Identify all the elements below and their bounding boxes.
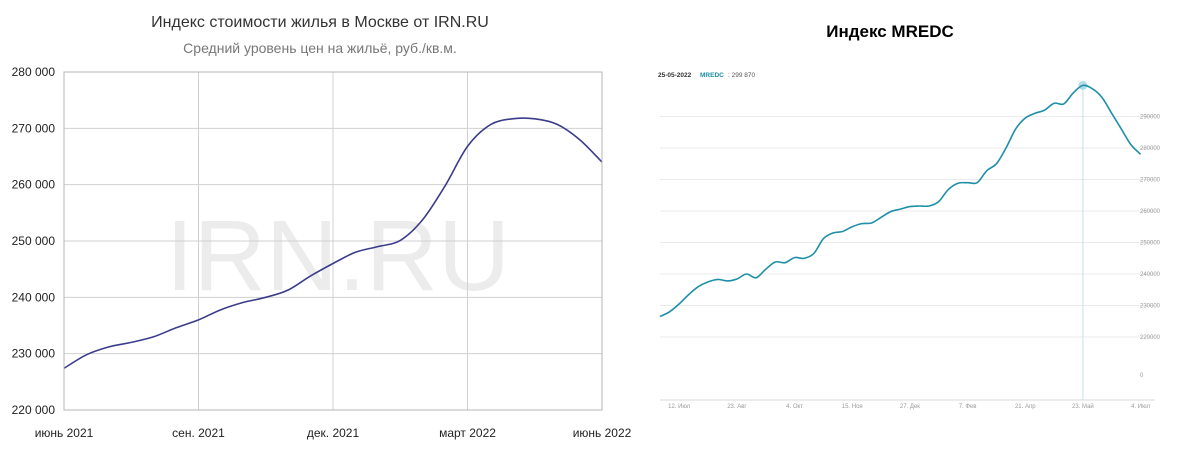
y-tick-label: 290000: [1140, 115, 1161, 121]
y-tick-label: 270 000: [12, 121, 56, 135]
y-tick-label: 260 000: [12, 178, 56, 192]
y-tick-label: 280 000: [12, 65, 56, 79]
chart-subtitle: Средний уровень цен на жильё, руб./кв.м.: [183, 40, 457, 56]
x-tick-label: 21. Апр: [1015, 404, 1036, 410]
x-tick-label: дек. 2021: [307, 426, 360, 440]
y-tick-label: 260000: [1140, 209, 1161, 215]
x-tick-label: 12. Июл: [668, 404, 691, 410]
x-tick-label: 27. Дек: [900, 404, 920, 410]
y-tick-label: 250000: [1140, 241, 1161, 247]
x-tick-label: июнь 2021: [35, 426, 94, 440]
mredc-chart: Индекс MREDC 25-05-2022 MREDC : 299 870 …: [658, 22, 1161, 410]
y-tick-label: 240 000: [12, 290, 56, 304]
header-series-value: : 299 870: [728, 72, 755, 79]
x-tick-label: 15. Ноя: [842, 404, 863, 410]
chart-title: Индекс MREDC: [826, 22, 954, 41]
y-tick-label: 270000: [1140, 178, 1161, 184]
x-tick-label: 23. Май: [1072, 403, 1094, 410]
y-tick-label: 230 000: [12, 347, 56, 361]
x-tick-label: март 2022: [439, 426, 496, 440]
chart-watermark: IRN.RU: [166, 200, 510, 312]
plot-frame: [63, 71, 603, 411]
header-series-name: MREDC: [700, 72, 724, 79]
chart-title: Индекс стоимости жилья в Москве от IRN.R…: [151, 14, 489, 31]
y-tick-label: 220 000: [12, 403, 56, 417]
y-tick-label: 250 000: [12, 234, 56, 248]
x-tick-label: 4. Окт: [786, 404, 803, 410]
header-date: 25-05-2022: [658, 72, 692, 79]
x-tick-label: 4. Июл: [1131, 404, 1150, 410]
mredc-chart-panel: Индекс MREDC 25-05-2022 MREDC : 299 870 …: [640, 0, 1200, 446]
x-tick-label: июнь 2022: [573, 426, 632, 440]
series-line: [659, 84, 1142, 318]
x-tick-label: сен. 2021: [172, 426, 225, 440]
x-tick-label: 23. Авг: [727, 404, 747, 410]
x-tick-label: 7. Фев: [959, 404, 977, 410]
y-zero-label: 0: [1140, 373, 1144, 379]
series-line: [63, 117, 603, 369]
irn-chart-panel: IRN.RU Индекс стоимости жилья в Москве о…: [12, 14, 632, 440]
irn-chart: IRN.RU Индекс стоимости жилья в Москве о…: [12, 14, 632, 440]
y-tick-label: 220000: [1140, 335, 1161, 341]
y-tick-label: 230000: [1140, 304, 1161, 310]
y-tick-label: 240000: [1140, 272, 1161, 278]
y-tick-label: 280000: [1140, 146, 1161, 152]
